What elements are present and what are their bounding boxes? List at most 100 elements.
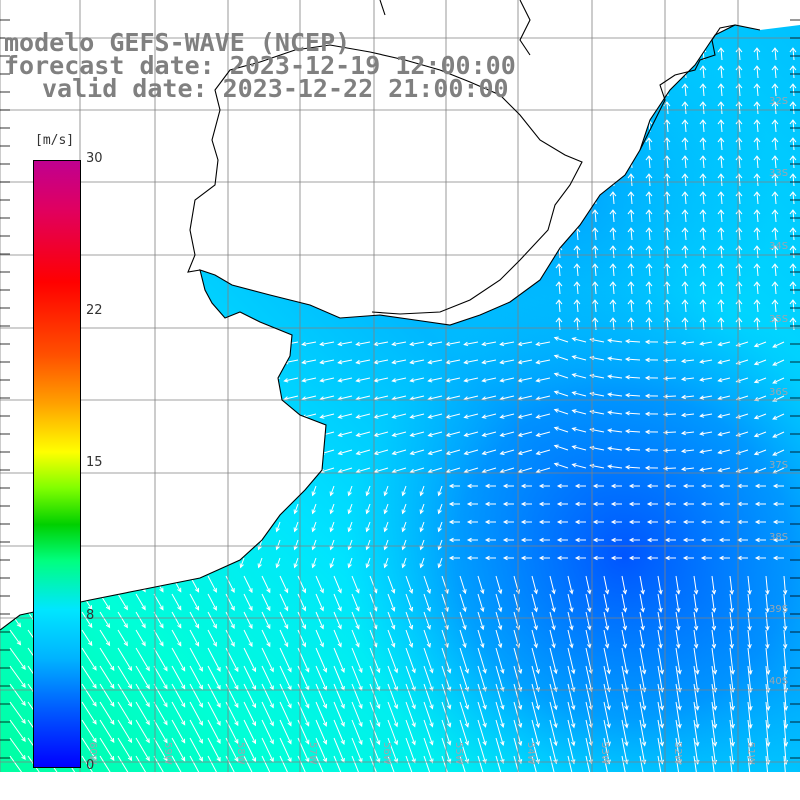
wind-arrow xyxy=(355,431,371,437)
wind-arrow xyxy=(662,340,677,345)
wind-arrow xyxy=(401,503,407,515)
wind-arrow xyxy=(319,359,335,365)
wind-arrow xyxy=(113,539,119,551)
wind-arrow xyxy=(265,449,281,456)
wind-arrow xyxy=(391,413,407,419)
wind-arrow xyxy=(157,431,173,437)
latitude-label: 34S xyxy=(769,241,788,252)
wind-arrow xyxy=(591,155,599,169)
wind-arrow xyxy=(477,629,485,649)
wind-arrow xyxy=(549,665,558,693)
wind-arrow xyxy=(699,341,713,346)
wind-arrow xyxy=(329,557,335,569)
wind-arrow xyxy=(185,539,191,551)
wind-arrow xyxy=(315,719,328,745)
wind-arrow xyxy=(293,539,299,551)
wind-arrow xyxy=(427,431,443,437)
wind-arrow xyxy=(121,341,137,347)
wind-arrow xyxy=(387,719,399,746)
wind-arrow xyxy=(693,647,700,675)
wind-arrow xyxy=(419,485,425,497)
wind-arrow xyxy=(735,245,743,259)
wind-arrow xyxy=(23,557,29,569)
wind-arrow xyxy=(481,431,497,437)
longitude-label: 55W xyxy=(453,742,464,765)
wind-arrow xyxy=(531,575,538,595)
latitude-label: 38S xyxy=(769,532,788,543)
wind-arrow xyxy=(747,593,752,613)
wind-arrow xyxy=(445,431,461,437)
wind-arrow xyxy=(175,467,191,474)
wind-arrow xyxy=(549,755,557,772)
wind-arrow xyxy=(555,47,563,61)
wind-arrow xyxy=(301,341,317,347)
wind-arrow xyxy=(609,101,617,115)
wind-arrow xyxy=(675,629,681,649)
wind-arrow xyxy=(535,467,551,474)
latitude-label: 36S xyxy=(769,387,788,398)
wind-arrow xyxy=(135,647,150,672)
wind-arrow xyxy=(628,555,640,561)
wind-arrow xyxy=(405,665,416,692)
wind-arrow xyxy=(556,537,568,543)
wind-arrow xyxy=(243,647,257,673)
wind-arrow xyxy=(333,629,342,648)
wind-arrow xyxy=(502,483,514,489)
wind-arrow xyxy=(149,539,155,551)
wind-arrow xyxy=(747,683,753,711)
wind-arrow xyxy=(297,629,307,648)
wind-arrow xyxy=(747,719,753,747)
wind-arrow xyxy=(409,431,425,437)
wind-arrow xyxy=(121,395,137,401)
wind-arrow xyxy=(293,557,299,569)
wind-arrow xyxy=(193,449,209,456)
wind-arrow xyxy=(681,173,689,187)
wind-arrow xyxy=(117,629,128,647)
wind-arrow xyxy=(553,372,569,379)
wind-arrow xyxy=(13,359,29,365)
wind-arrow xyxy=(383,539,389,551)
wind-arrow xyxy=(139,341,155,347)
wind-arrow xyxy=(711,683,718,711)
wind-arrow xyxy=(95,503,101,515)
wind-arrow xyxy=(265,341,281,347)
wind-arrow xyxy=(301,431,317,437)
wind-arrow xyxy=(113,485,119,497)
wind-arrow xyxy=(157,467,173,474)
wind-arrow xyxy=(495,683,505,711)
longitude-label: 53W xyxy=(599,742,610,765)
wind-arrow xyxy=(753,359,767,366)
wind-arrow xyxy=(153,701,168,726)
wind-arrow xyxy=(139,413,155,419)
wind-arrow xyxy=(365,557,371,569)
wind-arrow xyxy=(409,341,425,347)
wind-arrow xyxy=(333,683,345,710)
wind-arrow xyxy=(657,701,665,729)
wind-arrow xyxy=(531,737,540,765)
wind-arrow xyxy=(193,395,209,401)
wind-arrow xyxy=(135,719,150,744)
wind-arrow xyxy=(645,281,653,295)
wind-arrow xyxy=(423,755,433,772)
wind-arrow xyxy=(607,410,623,415)
wind-arrow xyxy=(657,683,665,711)
wind-arrow xyxy=(13,395,29,401)
wind-arrow xyxy=(85,341,101,347)
wind-arrow xyxy=(628,483,640,489)
wind-arrow xyxy=(409,449,425,456)
wind-arrow xyxy=(513,701,523,729)
wind-arrow xyxy=(591,227,599,241)
wind-arrow xyxy=(351,575,360,594)
wind-arrow xyxy=(729,611,734,631)
wind-arrow xyxy=(189,737,203,762)
wind-arrow xyxy=(279,575,289,594)
wind-arrow xyxy=(735,173,743,187)
wind-arrow xyxy=(592,501,604,507)
wind-arrow xyxy=(675,611,681,631)
wind-arrow xyxy=(466,501,478,507)
wind-arrow xyxy=(117,737,133,762)
wind-arrow xyxy=(113,521,119,533)
latitude-labels: 32S 33S 34S 35S 36S 37S 38S 39S 40S xyxy=(769,96,788,687)
wind-arrow xyxy=(13,341,29,347)
wind-arrow xyxy=(81,683,97,707)
